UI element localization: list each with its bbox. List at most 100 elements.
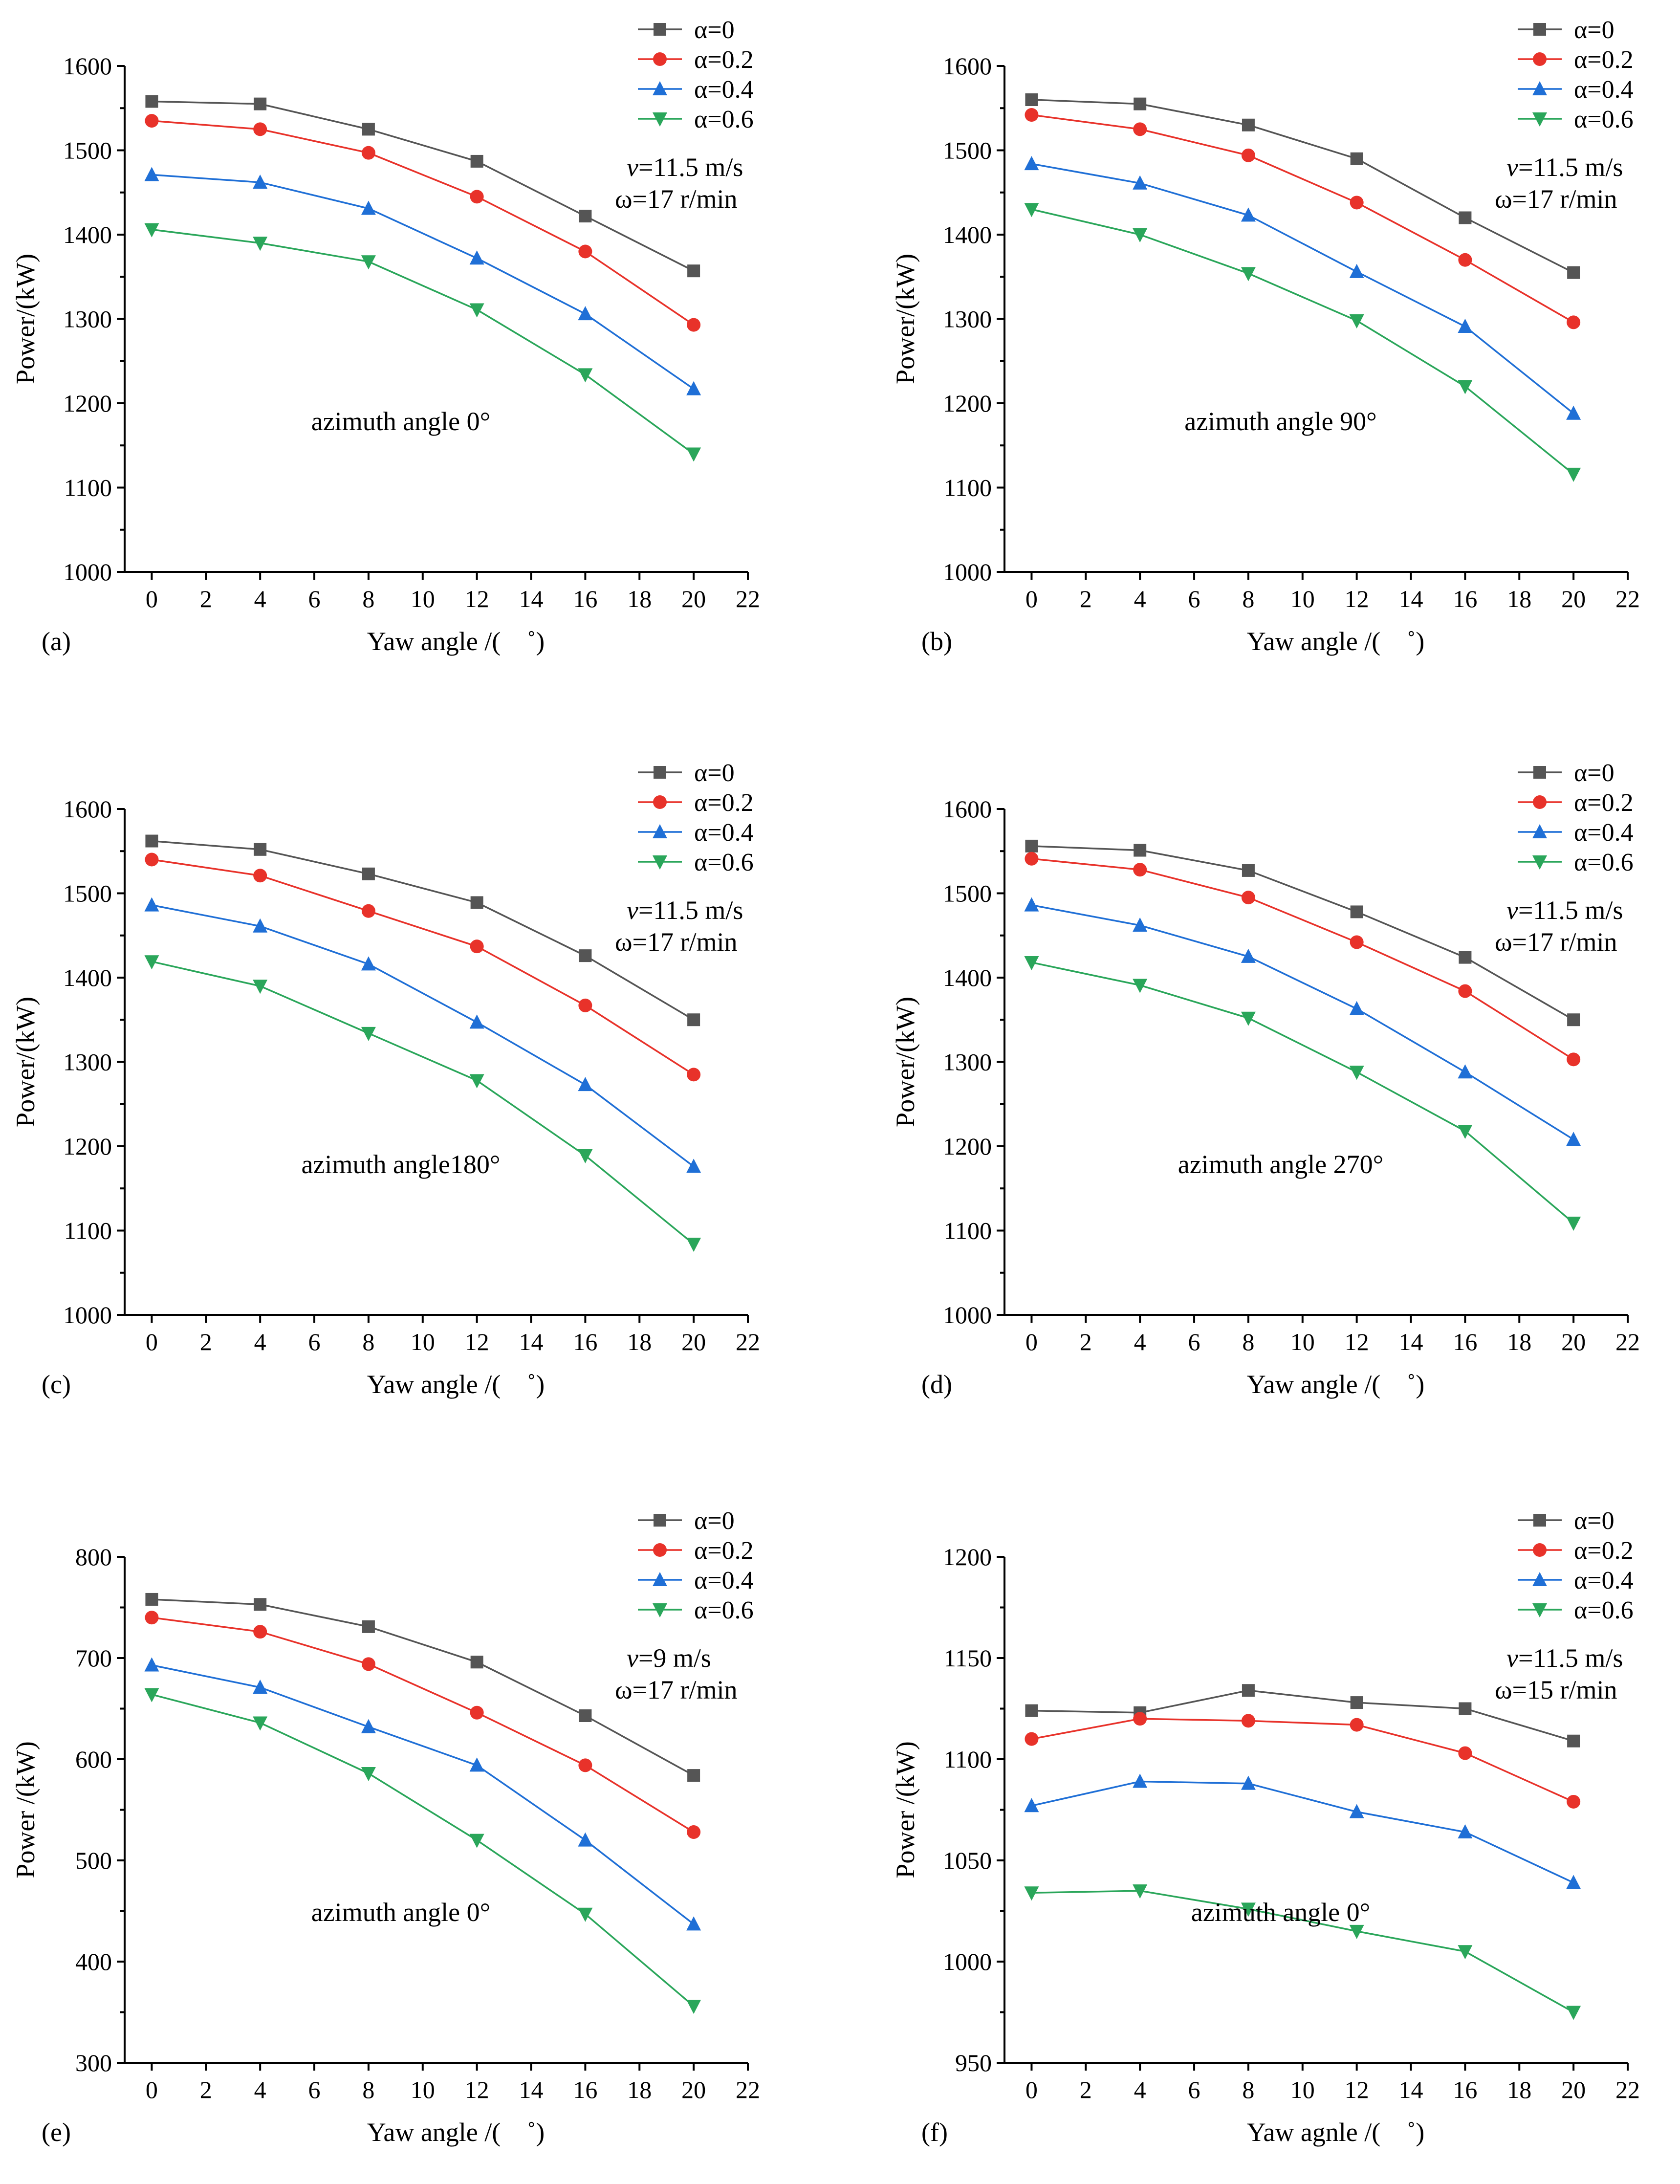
y-axis-label: Power/(kW)	[11, 997, 40, 1127]
y-tick-label: 1300	[63, 1048, 112, 1076]
data-point	[1349, 1804, 1364, 1818]
data-point	[1349, 263, 1364, 278]
x-tick-label: 16	[1453, 2076, 1477, 2103]
x-tick-label: 18	[627, 2076, 652, 2103]
data-point	[1241, 1775, 1256, 1790]
data-point	[1459, 951, 1472, 964]
data-point	[1133, 1712, 1147, 1726]
velocity-symbol: v	[627, 1643, 638, 1673]
y-tick-label: 1100	[64, 474, 112, 502]
legend-marker	[1533, 1514, 1546, 1527]
legend-entry: α=0.4	[1574, 1567, 1634, 1594]
legend-entry: α=0.2	[1574, 1537, 1634, 1565]
data-point	[1458, 319, 1473, 333]
data-point	[1459, 1702, 1472, 1715]
x-tick-label: 20	[681, 2076, 706, 2103]
data-point	[145, 834, 158, 848]
x-tick-label: 2	[1080, 1328, 1092, 1355]
data-point	[253, 980, 268, 994]
velocity-value: =11.5 m/s	[1518, 895, 1623, 925]
data-point	[1349, 1001, 1364, 1015]
y-tick-label: 1300	[63, 306, 112, 333]
x-tick-label: 18	[1507, 585, 1531, 612]
x-axis-label: Yaw angle /( ˚)	[1247, 627, 1424, 656]
x-tick-label: 20	[681, 585, 706, 612]
chart-panel-d: 1000 1100 1200 1300 1400 1500 1600 0 2 4 6 8 10 12 14 1…	[891, 759, 1640, 1399]
data-point	[361, 904, 375, 918]
data-point	[145, 852, 159, 867]
data-point	[253, 1625, 267, 1639]
x-tick-label: 18	[1507, 1328, 1531, 1355]
x-tick-label: 22	[736, 1328, 760, 1355]
data-point	[1134, 97, 1147, 110]
y-tick-label: 1600	[63, 795, 112, 823]
x-tick-label: 0	[1025, 1328, 1038, 1355]
data-point	[1349, 1066, 1364, 1080]
condition-velocity: v=11.5 m/s	[627, 895, 743, 925]
y-axis-label: Power/(kW)	[891, 254, 920, 384]
legend-entry: α=0.4	[1574, 76, 1634, 104]
azimuth-annotation: azimuth angle 0°	[311, 1898, 490, 1927]
data-point	[469, 1834, 484, 1848]
legend-marker	[1533, 766, 1546, 779]
legend-entry: α=0.2	[1574, 789, 1634, 817]
series-line-0	[1031, 99, 1574, 274]
data-point	[687, 318, 701, 332]
azimuth-annotation: azimuth angle 270°	[1178, 1150, 1383, 1179]
x-tick-label: 22	[1615, 2076, 1640, 2103]
y-tick-label: 1100	[944, 474, 992, 502]
x-tick-label: 14	[519, 585, 544, 612]
data-point	[470, 190, 484, 204]
data-point	[579, 210, 592, 223]
data-point	[1350, 1718, 1364, 1732]
data-point	[1241, 1902, 1256, 1917]
data-point	[1024, 897, 1039, 912]
data-point	[470, 896, 483, 909]
data-point	[254, 97, 267, 110]
x-tick-label: 8	[1242, 585, 1254, 612]
legend-marker	[1533, 52, 1547, 66]
x-tick-label: 14	[1399, 585, 1423, 612]
y-tick-label: 1100	[944, 1746, 992, 1773]
data-point	[1458, 253, 1472, 267]
x-tick-label: 8	[362, 2076, 374, 2103]
data-point	[253, 175, 268, 189]
legend-marker	[653, 112, 667, 127]
data-point	[578, 1907, 593, 1922]
series-line-2	[1031, 904, 1574, 1140]
x-tick-label: 14	[519, 1328, 544, 1355]
velocity-value: =11.5 m/s	[638, 895, 743, 925]
data-point	[1350, 1696, 1363, 1709]
y-tick-label: 1600	[63, 52, 112, 80]
data-point	[686, 2000, 701, 2014]
x-tick-label: 0	[1025, 2076, 1038, 2103]
data-point	[1242, 118, 1255, 131]
condition-velocity: v=11.5 m/s	[627, 153, 743, 182]
data-point	[362, 123, 375, 136]
series-line-1	[152, 1616, 695, 1833]
azimuth-annotation: azimuth angle180°	[302, 1150, 501, 1179]
data-point	[1025, 1704, 1038, 1717]
velocity-value: =11.5 m/s	[638, 153, 743, 182]
data-point	[1024, 1798, 1039, 1813]
data-point	[469, 1074, 484, 1089]
x-tick-label: 4	[1134, 585, 1146, 612]
legend-marker	[653, 1603, 667, 1617]
y-axis-label: Power /(kW)	[891, 1741, 920, 1878]
series-line-2	[1031, 1780, 1574, 1884]
y-axis-label: Power /(kW)	[11, 1741, 40, 1878]
legend-entry: α=0.4	[694, 76, 754, 104]
data-point	[1566, 1875, 1581, 1889]
data-point	[1241, 948, 1256, 963]
data-point	[1566, 1216, 1581, 1231]
legend-marker	[653, 795, 667, 809]
y-tick-label: 1500	[943, 880, 992, 907]
series-line-0	[1031, 845, 1574, 1021]
data-point	[1459, 211, 1472, 224]
legend-marker	[1532, 855, 1547, 870]
data-point	[1567, 266, 1580, 279]
data-point	[1242, 1684, 1255, 1697]
data-point	[1567, 1052, 1581, 1067]
data-point	[1566, 1132, 1581, 1146]
